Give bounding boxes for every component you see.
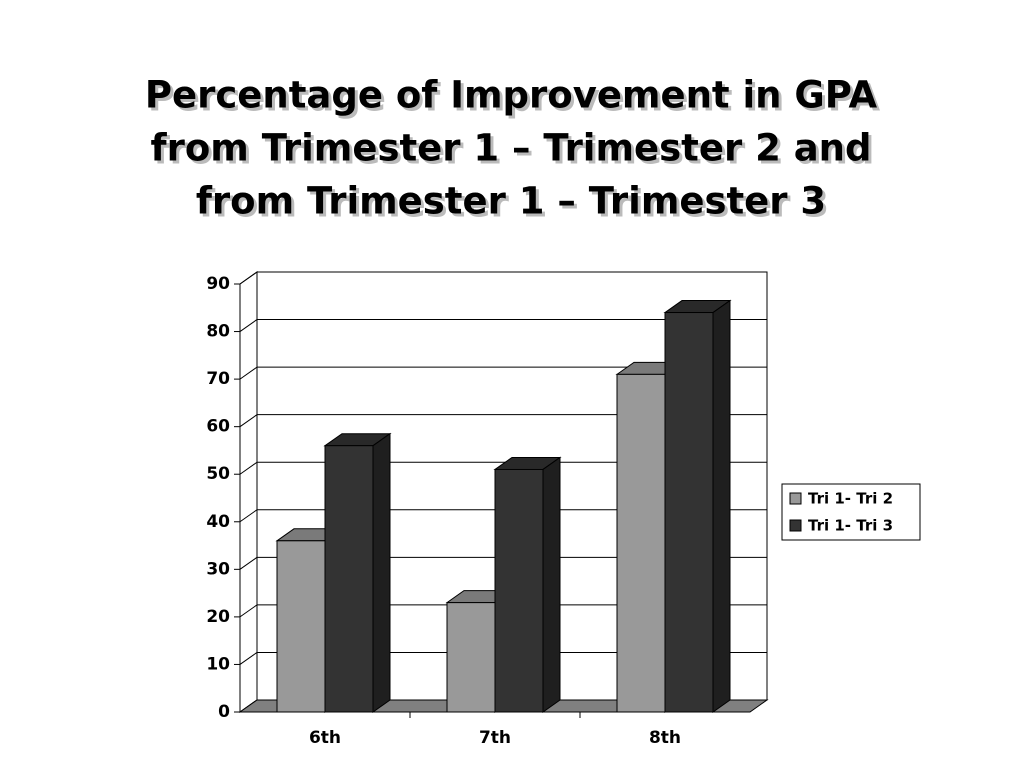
grid-line-side <box>239 271 258 285</box>
bar-side <box>712 299 731 713</box>
x-tick-label: 6th <box>309 728 341 748</box>
chart-title: from Trimester 1 – Trimester 2 and <box>151 127 872 170</box>
y-tick-label: 40 <box>206 512 230 532</box>
chart-title: from Trimester 1 – Trimester 3 <box>196 180 826 223</box>
y-tick-label: 50 <box>206 464 230 484</box>
x-tick-label: 7th <box>479 728 511 748</box>
legend-swatch <box>789 492 802 505</box>
y-tick-label: 60 <box>206 417 230 437</box>
y-tick-label: 10 <box>206 654 230 674</box>
y-tick-label: 80 <box>206 322 230 342</box>
y-tick-label: 90 <box>206 274 230 294</box>
bar-side <box>372 432 391 713</box>
bar <box>324 445 374 713</box>
y-tick-label: 30 <box>206 559 230 579</box>
y-tick-label: 70 <box>206 369 230 389</box>
grid-line-side <box>239 652 258 665</box>
left-wall <box>239 271 258 713</box>
title: Percentage of Improvement in GPA Percent… <box>145 74 881 226</box>
bar-side <box>542 456 561 713</box>
legend-box <box>781 483 921 541</box>
bar <box>446 602 496 713</box>
chart-title-shadow: Percentage of Improvement in GPA <box>148 77 881 120</box>
chart-title-shadow: from Trimester 1 – Trimester 3 <box>199 183 829 226</box>
bar <box>616 373 666 713</box>
legend-label: Tri 1- Tri 3 <box>808 517 893 535</box>
bar <box>664 312 714 713</box>
chart-title: Percentage of Improvement in GPA <box>145 74 878 117</box>
grid-line-side <box>239 461 258 475</box>
y-tick-label: 20 <box>206 607 230 627</box>
grid-line-side <box>239 366 258 380</box>
chart-title-shadow: from Trimester 1 – Trimester 2 and <box>154 130 875 173</box>
grid-line-side <box>239 509 258 523</box>
grid-line-side <box>239 556 258 570</box>
legend-label: Tri 1- Tri 2 <box>808 490 893 508</box>
bar <box>494 468 544 713</box>
grid-line-side <box>239 604 258 618</box>
y-tick-label: 0 <box>218 702 230 722</box>
bar <box>276 540 326 713</box>
grid-line-side <box>239 414 258 428</box>
grid-line-side <box>239 319 258 332</box>
legend-swatch <box>789 519 802 532</box>
x-tick-label: 8th <box>649 728 681 748</box>
